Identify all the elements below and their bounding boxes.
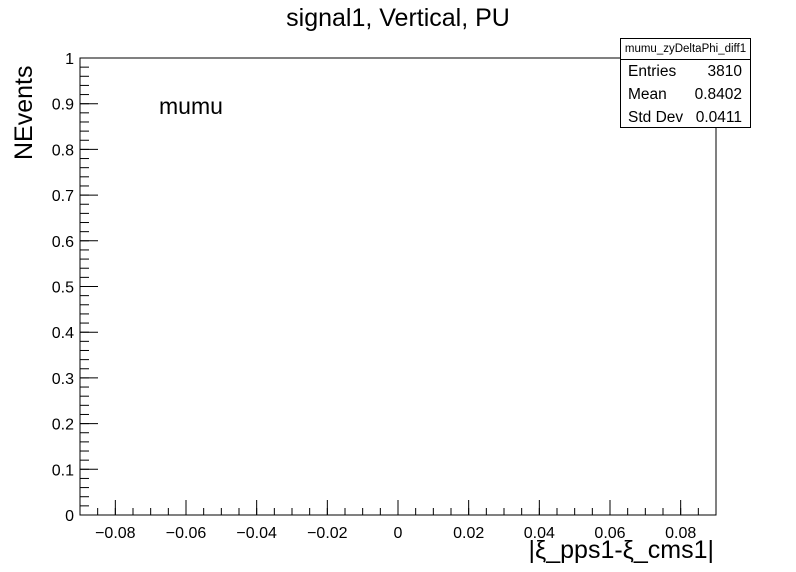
x-axis: −0.08 −0.06 −0.04 −0.02 0 0.02 0.04 0.06 0.08 (79, 500, 717, 542)
y-tick-label: 0.4 (52, 325, 74, 342)
stats-value-stddev: 0.0411 (695, 109, 742, 126)
annotation-mumu: mumu (159, 93, 223, 119)
x-tick-label: 0.02 (453, 525, 484, 542)
x-tick-label: −0.02 (307, 525, 348, 542)
y-tick-label: 0.3 (52, 371, 74, 388)
x-tick-label: 0 (394, 525, 403, 542)
stats-row-entries: Entries 3810 (621, 60, 750, 83)
stats-row-stddev: Std Dev 0.0411 (621, 106, 750, 129)
y-tick-label: 0.2 (52, 417, 74, 434)
y-tick-label: 0.8 (52, 142, 74, 159)
x-tick-label: 0.08 (665, 525, 696, 542)
x-axis-label: |ξ_pps1-ξ_cms1| (528, 536, 714, 564)
stats-row-mean: Mean 0.8402 (621, 83, 750, 106)
x-tick-label: 0.06 (594, 525, 625, 542)
x-tick-label: −0.08 (95, 525, 136, 542)
stats-value-mean: 0.8402 (694, 86, 742, 103)
y-tick-label: 0.9 (52, 97, 74, 114)
y-tick-label: 1 (65, 51, 74, 68)
stats-label-mean: Mean (628, 86, 667, 103)
y-tick-label: 0.1 (52, 462, 74, 479)
y-tick-label: 0.5 (52, 280, 74, 297)
stats-box: mumu_zyDeltaPhi_diff1 Entries 3810 Mean … (620, 38, 751, 128)
stats-value-entries: 3810 (707, 63, 742, 80)
x-tick-label: −0.06 (166, 525, 207, 542)
y-tick-label: 0.7 (52, 188, 74, 205)
chart-title: signal1, Vertical, PU (286, 4, 510, 32)
y-axis: 0 0.1 0.2 0.3 0.4 0.5 0.6 0.7 0.8 0.9 1 (52, 51, 98, 525)
y-tick-label: 0.6 (52, 234, 74, 251)
y-tick-label: 0 (65, 508, 74, 525)
x-tick-label: −0.04 (236, 525, 277, 542)
x-tick-label: 0.04 (524, 525, 555, 542)
stats-label-entries: Entries (628, 63, 677, 80)
stats-label-stddev: Std Dev (628, 109, 684, 126)
stats-box-title: mumu_zyDeltaPhi_diff1 (621, 39, 750, 60)
y-axis-label: NEvents (10, 65, 38, 160)
